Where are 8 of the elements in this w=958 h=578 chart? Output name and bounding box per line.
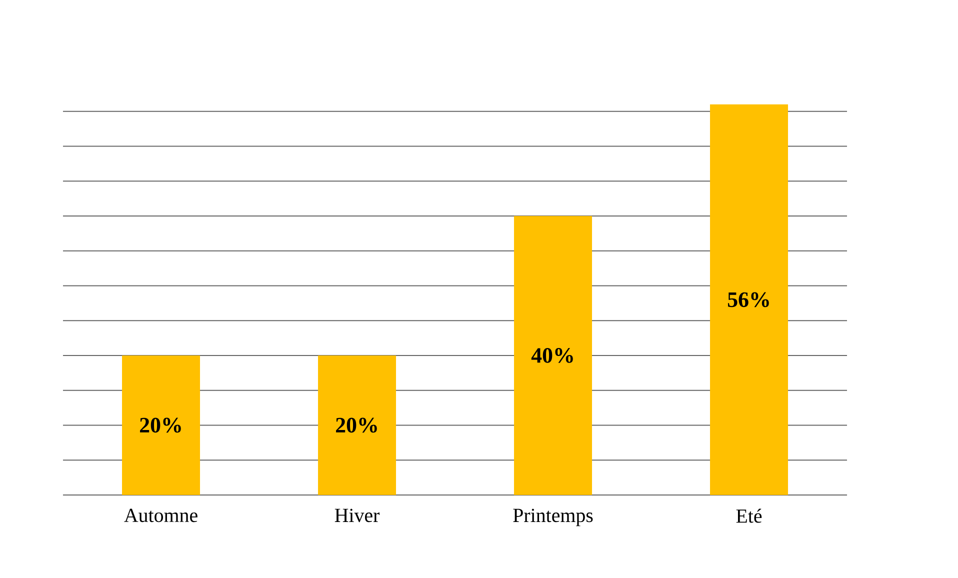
x-tick-label: Hiver xyxy=(334,508,380,522)
x-tick-label: Automne xyxy=(124,508,198,522)
data-label: 20% xyxy=(140,418,181,433)
data-label: 40% xyxy=(531,348,573,363)
x-tick-label: Eté xyxy=(736,508,762,523)
data-label: 20% xyxy=(336,418,377,433)
x-tick-label: Printemps xyxy=(513,508,593,526)
data-label: 56% xyxy=(728,292,769,308)
